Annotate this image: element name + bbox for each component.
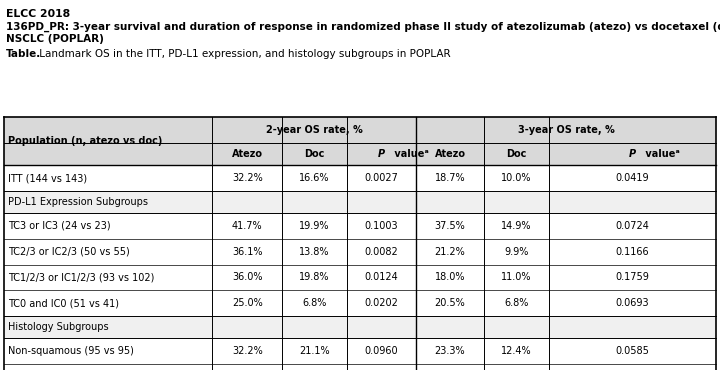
Text: Atezo: Atezo (434, 149, 466, 159)
Bar (4, 191, 716, 213)
Text: 3-year OS rate, %: 3-year OS rate, % (518, 125, 615, 135)
Text: 32.2%: 32.2% (232, 173, 263, 184)
Text: 0.0960: 0.0960 (365, 346, 398, 356)
Text: 6.8%: 6.8% (504, 298, 528, 309)
Text: 25.0%: 25.0% (232, 298, 263, 309)
Text: 0.0124: 0.0124 (365, 272, 398, 283)
Text: 16.6%: 16.6% (300, 173, 330, 184)
Text: Landmark OS in the ITT, PD-L1 expression, and histology subgroups in POPLAR: Landmark OS in the ITT, PD-L1 expression… (36, 49, 451, 59)
Text: Histology Subgroups: Histology Subgroups (8, 322, 109, 332)
Text: 136PD_PR: 3-year survival and duration of response in randomized phase II study : 136PD_PR: 3-year survival and duration o… (6, 21, 720, 32)
Text: 36.1%: 36.1% (232, 246, 263, 257)
Text: 36.0%: 36.0% (232, 272, 263, 283)
Text: Non-squamous (95 vs 95): Non-squamous (95 vs 95) (8, 346, 134, 356)
Text: 6.8%: 6.8% (302, 298, 327, 309)
Text: 19.9%: 19.9% (300, 221, 330, 231)
Text: 0.0693: 0.0693 (616, 298, 649, 309)
Text: 10.0%: 10.0% (501, 173, 531, 184)
Text: 0.0585: 0.0585 (616, 346, 649, 356)
Text: 11.0%: 11.0% (501, 272, 531, 283)
Text: 19.8%: 19.8% (300, 272, 330, 283)
Text: 0.1759: 0.1759 (616, 272, 649, 283)
Text: Table.: Table. (6, 49, 41, 59)
Text: Doc: Doc (305, 149, 325, 159)
Text: 0.1166: 0.1166 (616, 246, 649, 257)
Bar (4, 316, 716, 338)
Text: valueᵃ: valueᵃ (642, 149, 680, 159)
Text: 0.1003: 0.1003 (365, 221, 398, 231)
Text: P: P (629, 149, 636, 159)
Text: 9.9%: 9.9% (504, 246, 528, 257)
Text: 18.7%: 18.7% (435, 173, 465, 184)
Text: 0.0202: 0.0202 (364, 298, 399, 309)
Text: 41.7%: 41.7% (232, 221, 263, 231)
Text: 0.0419: 0.0419 (616, 173, 649, 184)
Text: 20.5%: 20.5% (435, 298, 465, 309)
Text: 37.5%: 37.5% (435, 221, 465, 231)
Text: NSCLC (POPLAR): NSCLC (POPLAR) (6, 34, 104, 44)
Text: 13.8%: 13.8% (300, 246, 330, 257)
Text: Doc: Doc (506, 149, 526, 159)
Text: TC2/3 or IC2/3 (50 vs 55): TC2/3 or IC2/3 (50 vs 55) (8, 246, 130, 257)
Text: 32.2%: 32.2% (232, 346, 263, 356)
Text: 18.0%: 18.0% (435, 272, 465, 283)
Text: Population (n, atezo vs doc): Population (n, atezo vs doc) (8, 136, 162, 146)
Text: Atezo: Atezo (232, 149, 263, 159)
Text: valueᵃ: valueᵃ (391, 149, 428, 159)
Text: 23.3%: 23.3% (435, 346, 465, 356)
Text: ELCC 2018: ELCC 2018 (6, 9, 70, 19)
Text: TC0 and IC0 (51 vs 41): TC0 and IC0 (51 vs 41) (8, 298, 119, 309)
Text: 0.0027: 0.0027 (364, 173, 399, 184)
Text: 0.0082: 0.0082 (365, 246, 398, 257)
Text: P: P (378, 149, 385, 159)
Text: PD-L1 Expression Subgroups: PD-L1 Expression Subgroups (8, 197, 148, 207)
Text: 12.4%: 12.4% (501, 346, 531, 356)
Text: 21.2%: 21.2% (435, 246, 465, 257)
Text: 21.1%: 21.1% (300, 346, 330, 356)
Text: TC1/2/3 or IC1/2/3 (93 vs 102): TC1/2/3 or IC1/2/3 (93 vs 102) (8, 272, 154, 283)
Text: ITT (144 vs 143): ITT (144 vs 143) (8, 173, 87, 184)
Text: 0.0724: 0.0724 (616, 221, 649, 231)
Text: TC3 or IC3 (24 vs 23): TC3 or IC3 (24 vs 23) (8, 221, 111, 231)
Text: 14.9%: 14.9% (501, 221, 531, 231)
Text: 2-year OS rate, %: 2-year OS rate, % (266, 125, 363, 135)
